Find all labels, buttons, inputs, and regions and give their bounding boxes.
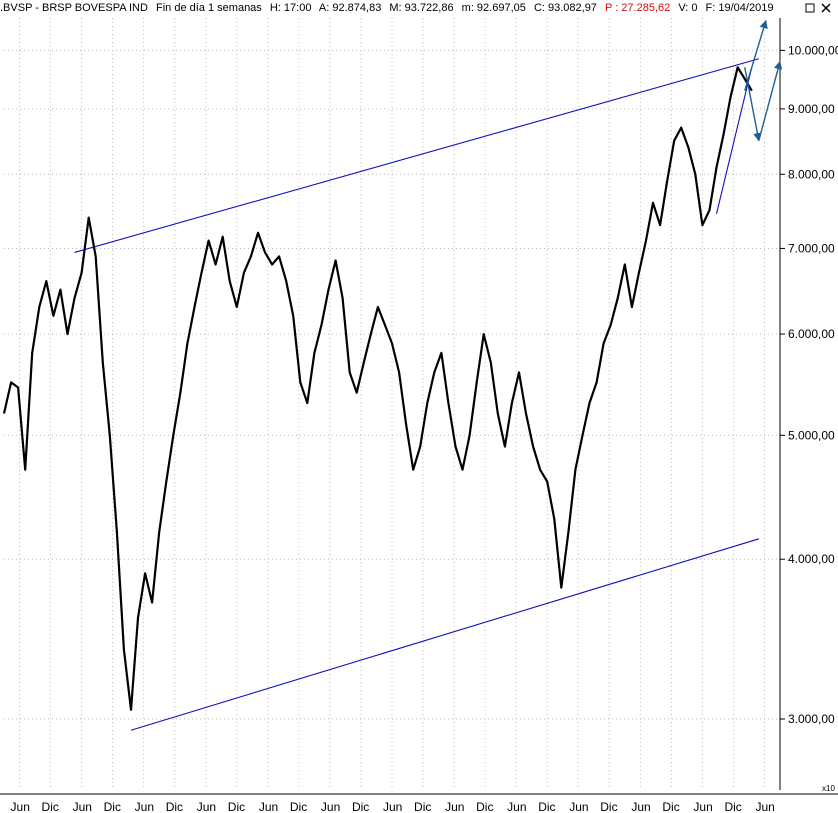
low-value: m: 92.697,05 bbox=[461, 2, 526, 14]
price-line bbox=[2, 66, 753, 711]
hour: H: 17:00 bbox=[269, 2, 312, 14]
y-tick-label: 9.000,00 bbox=[788, 102, 835, 116]
scale-note: x10 bbox=[822, 784, 835, 793]
close-icon bbox=[821, 3, 831, 13]
x-tick-label: Dic bbox=[662, 800, 679, 813]
trend-lines bbox=[74, 58, 759, 731]
y-tick-label: 6.000,00 bbox=[788, 327, 835, 341]
timeframe: Fin de día 1 semanas bbox=[156, 2, 262, 14]
restore-icon bbox=[805, 3, 815, 13]
x-tick-label: Jun bbox=[693, 800, 712, 813]
x-tick-label: Jun bbox=[569, 800, 588, 813]
y-tick-label: 4.000,00 bbox=[788, 552, 835, 566]
x-tick-label: Jun bbox=[507, 800, 526, 813]
x-tick-label: Dic bbox=[538, 800, 555, 813]
volume-value: V: 0 bbox=[678, 2, 698, 14]
close-value: C: 93.082,97 bbox=[533, 2, 597, 14]
quote-header: .BVSP - BRSP BOVESPA IND Fin de día 1 se… bbox=[0, 0, 838, 16]
trend-line bbox=[74, 58, 759, 253]
x-tick-label: Dic bbox=[414, 800, 431, 813]
projection-arrows bbox=[744, 19, 783, 142]
x-tick-label: Dic bbox=[600, 800, 617, 813]
x-tick-label: Dic bbox=[352, 800, 369, 813]
y-axis-labels: 10.000,00 9.000,00 8.000,00 7.000,00 6.000,0… bbox=[780, 43, 838, 726]
trend-line bbox=[715, 67, 753, 214]
x-tick-label: Dic bbox=[476, 800, 493, 813]
x-tick-label: Dic bbox=[290, 800, 307, 813]
y-tick-label: 10.000,00 bbox=[788, 43, 838, 57]
projection-arrow bbox=[744, 67, 762, 142]
x-axis-labels: Jun Dic Jun Dic Jun Dic Jun Dic Jun Dic Jun Dic Jun D… bbox=[11, 800, 775, 813]
x-tick-label: Dic bbox=[228, 800, 245, 813]
x-tick-label: Dic bbox=[42, 800, 59, 813]
x-tick-label: Jun bbox=[73, 800, 92, 813]
price-series bbox=[2, 66, 753, 711]
x-tick-label: Jun bbox=[197, 800, 216, 813]
high-value: M: 93.722,86 bbox=[389, 2, 454, 14]
x-tick-label: Dic bbox=[104, 800, 121, 813]
trend-line bbox=[130, 538, 759, 731]
x-tick-label: Jun bbox=[631, 800, 650, 813]
x-tick-label: Jun bbox=[383, 800, 402, 813]
x-tick-label: Jun bbox=[259, 800, 278, 813]
x-tick-label: Dic bbox=[166, 800, 183, 813]
y-tick-label: 3.000,00 bbox=[788, 712, 835, 726]
x-tick-label: Jun bbox=[755, 800, 774, 813]
projection-arrow bbox=[758, 60, 783, 141]
projection-arrow bbox=[744, 19, 768, 91]
x-tick-label: Dic bbox=[724, 800, 741, 813]
open-value: A: 92.874,83 bbox=[318, 2, 382, 14]
chart-grid bbox=[0, 18, 838, 795]
x-tick-label: Jun bbox=[135, 800, 154, 813]
x-tick-label: Jun bbox=[11, 800, 30, 813]
x-tick-label: Jun bbox=[445, 800, 464, 813]
y-tick-label: 8.000,00 bbox=[788, 167, 835, 181]
date-value: F: 19/04/2019 bbox=[705, 2, 774, 14]
y-tick-label: 5.000,00 bbox=[788, 428, 835, 442]
x-tick-label: Jun bbox=[321, 800, 340, 813]
window-controls[interactable] bbox=[804, 2, 834, 14]
y-tick-label: 7.000,00 bbox=[788, 241, 835, 255]
change-value: P : 27.285,62 bbox=[605, 2, 671, 14]
symbol-name: .BVSP - BRSP BOVESPA IND bbox=[0, 2, 148, 14]
